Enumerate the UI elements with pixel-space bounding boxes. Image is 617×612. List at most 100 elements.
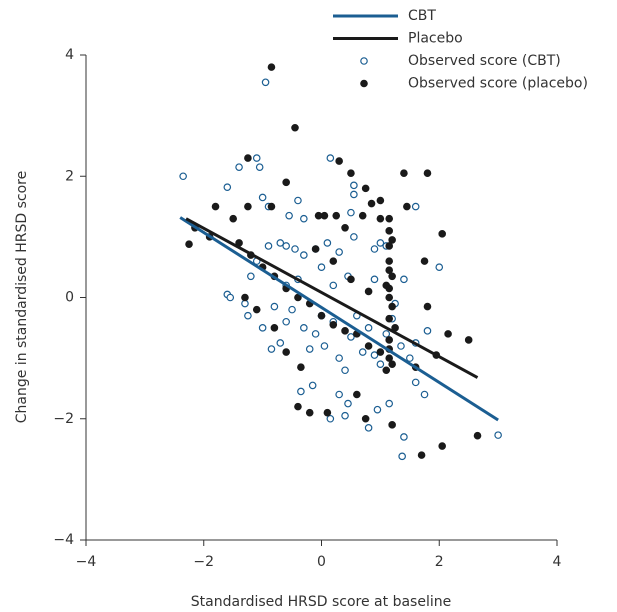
data-point	[364, 342, 373, 350]
data-point	[179, 172, 187, 181]
data-point	[282, 348, 290, 356]
data-point	[341, 366, 349, 375]
data-point	[358, 211, 367, 220]
data-point	[270, 324, 279, 332]
data-point	[388, 236, 396, 244]
data-point	[385, 336, 394, 344]
data-point	[400, 433, 408, 441]
data-point	[229, 214, 237, 223]
data-point	[344, 399, 352, 408]
data-point	[241, 299, 249, 308]
data-point	[294, 402, 302, 411]
data-point	[353, 390, 361, 399]
data-point	[411, 378, 420, 387]
data-point	[398, 452, 406, 461]
data-point	[305, 408, 314, 417]
data-point	[258, 324, 267, 332]
data-point	[323, 408, 332, 417]
data-point	[350, 190, 358, 199]
data-point	[385, 354, 394, 362]
data-point	[382, 366, 391, 375]
data-point	[255, 163, 264, 171]
data-point	[294, 293, 302, 302]
data-point	[376, 214, 385, 223]
data-point	[332, 211, 341, 220]
data-point	[406, 354, 414, 362]
data-point	[420, 390, 429, 399]
data-point	[403, 202, 411, 211]
data-point	[385, 242, 394, 250]
data-point	[235, 163, 243, 171]
data-point	[385, 266, 394, 275]
data-point	[373, 405, 382, 414]
data-point	[411, 202, 420, 211]
regression-line	[179, 216, 499, 422]
data-point	[385, 293, 394, 302]
data-point	[291, 245, 299, 253]
data-point	[361, 414, 370, 423]
legend-label: Observed score (CBT)	[408, 53, 561, 69]
data-point	[329, 320, 338, 329]
data-point	[438, 230, 446, 238]
data-point	[397, 342, 405, 350]
data-point	[341, 327, 349, 335]
data-point	[385, 227, 394, 235]
data-point	[311, 330, 320, 338]
data-point	[282, 178, 290, 187]
data-point	[444, 330, 452, 338]
data-point	[335, 354, 343, 362]
data-point	[376, 196, 385, 205]
data-point	[244, 311, 252, 320]
data-point	[326, 154, 335, 162]
data-point	[252, 154, 261, 162]
data-point	[297, 387, 305, 396]
data-point	[347, 275, 355, 284]
data-point	[276, 239, 285, 247]
data-point	[291, 123, 299, 132]
data-point	[320, 342, 329, 350]
data-point	[473, 431, 482, 440]
data-point	[247, 272, 255, 281]
data-point	[211, 202, 220, 211]
data-point	[347, 208, 355, 217]
data-point	[185, 240, 193, 248]
data-point	[341, 223, 349, 232]
y-tick-label: 2	[65, 168, 74, 184]
data-point	[226, 293, 235, 302]
data-point	[326, 414, 335, 423]
data-point	[314, 211, 323, 220]
data-point	[364, 287, 373, 296]
data-point	[258, 193, 267, 202]
data-point	[282, 317, 290, 326]
data-point	[388, 360, 396, 368]
data-point	[335, 390, 343, 399]
data-point	[335, 157, 343, 165]
data-point	[382, 281, 391, 290]
data-point	[267, 63, 276, 71]
data-point	[297, 363, 305, 372]
y-tick-label: 0	[65, 290, 74, 306]
data-point	[264, 242, 273, 250]
data-point	[423, 169, 432, 178]
regression-line	[185, 217, 479, 379]
legend-label: Observed score (placebo)	[408, 76, 588, 92]
data-point	[317, 311, 326, 320]
data-point	[335, 248, 343, 256]
data-point	[385, 399, 394, 408]
data-point	[347, 333, 355, 341]
data-point	[300, 251, 308, 259]
data-point	[300, 214, 308, 223]
data-point	[358, 348, 367, 356]
data-point	[244, 154, 252, 162]
data-point	[329, 257, 338, 265]
data-point	[300, 324, 308, 332]
data-point	[376, 239, 385, 247]
legend-swatch	[360, 79, 368, 88]
y-tick-label: −2	[53, 411, 74, 427]
data-point	[267, 345, 276, 353]
x-tick-label: 4	[553, 554, 562, 570]
data-point	[267, 202, 276, 211]
y-tick-label: 4	[65, 47, 74, 63]
data-point	[417, 451, 426, 459]
data-point	[385, 214, 394, 223]
